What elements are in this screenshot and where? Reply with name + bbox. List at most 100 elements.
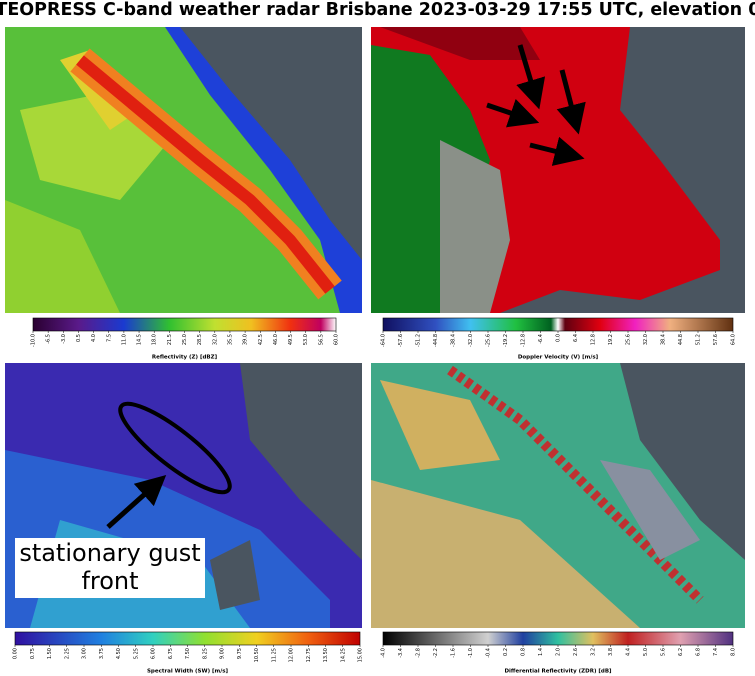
colorbar-tick-label: -2.2 <box>433 648 439 658</box>
colorbar-tick-label: 49.5 <box>288 334 294 345</box>
colorbar-tick-label: 2.25 <box>64 648 70 659</box>
colorbar-tick-label: -38.4 <box>451 334 457 347</box>
colorbar-tick-label: 8.25 <box>202 648 208 659</box>
colorbar-tick-label: 57.6 <box>713 334 719 345</box>
colorbar-tick-label: 6.8 <box>696 648 702 656</box>
colorbar-tick-label: -51.2 <box>416 334 422 347</box>
colorbar-tick-label: -32.0 <box>468 334 474 347</box>
colorbar-tick-label: 7.50 <box>185 648 191 659</box>
colorbar-tick-label: 9.00 <box>220 648 226 659</box>
colorbar-tick-label: 12.75 <box>306 648 312 662</box>
colorbar-tick-label: 8.0 <box>731 648 737 656</box>
colorbar-tick-label: 21.5 <box>167 334 173 345</box>
colorbar-tick-label: 9.75 <box>237 648 243 659</box>
colorbar-tick-label: 11.25 <box>271 648 277 662</box>
colorbar-label: Spectral Width (SW) [m/s] <box>147 669 229 675</box>
colorbar-tick-label: -25.6 <box>486 334 492 347</box>
colorbar-tick-label: -2.8 <box>416 648 422 658</box>
colorbar-tick-label: 4.50 <box>116 648 122 659</box>
colorbar-tick-label: 35.5 <box>227 334 233 345</box>
colorbar <box>32 317 337 332</box>
annotation-line: stationary gust <box>19 539 200 567</box>
colorbar-tick-label: 25.6 <box>626 334 632 345</box>
colorbar-tick-label: 6.00 <box>151 648 157 659</box>
colorbar <box>382 631 734 646</box>
colorbar-tick-label: -57.6 <box>398 334 404 347</box>
colorbar-tick-label: 1.50 <box>47 648 53 659</box>
colorbar-tick-label: 0.2 <box>503 648 509 656</box>
colorbar-tick-label: 42.5 <box>258 334 264 345</box>
colorbar-tick-label: 6.4 <box>573 334 579 342</box>
colorbar-tick-label: 3.2 <box>591 648 597 656</box>
colorbar-label: Reflectivity (Z) [dBZ] <box>152 355 218 361</box>
colorbar-tick-label: 11.0 <box>121 334 127 345</box>
colorbar-tick-label: -4.0 <box>381 648 387 658</box>
colorbar-tick-label: 3.00 <box>82 648 88 659</box>
colorbar-tick-label: 32.0 <box>643 334 649 345</box>
colorbar-tick-label: 28.5 <box>197 334 203 345</box>
spectral-width-map: stationary gust front <box>5 363 362 628</box>
colorbar-tick-label: -0.4 <box>486 648 492 658</box>
annotation-line: front <box>81 567 138 595</box>
colorbar-tick-label: 32.0 <box>212 334 218 345</box>
colorbar-tick-label: 2.6 <box>573 648 579 656</box>
colorbar-tick-label: 6.2 <box>678 648 684 656</box>
colorbar-tick-label: -44.8 <box>433 334 439 347</box>
colorbar-tick-label: 4.4 <box>626 648 632 656</box>
colorbar-tick-label: -6.5 <box>46 334 52 344</box>
colorbar-label: Doppler Velocity (V) [m/s] <box>518 355 599 361</box>
colorbar-tick-label: 19.2 <box>608 334 614 345</box>
colorbar-tick-label: 56.5 <box>318 334 324 345</box>
colorbar-tick-label: 0.75 <box>30 648 36 659</box>
colorbar-tick-label: 0.00 <box>13 648 19 659</box>
colorbar-tick-label: 1.4 <box>538 648 544 656</box>
colorbar-tick-label: 2.0 <box>556 648 562 656</box>
colorbar-tick-label: 4.0 <box>91 334 97 342</box>
colorbar-tick-label: 0.5 <box>76 334 82 342</box>
colorbar-tick-label: -12.8 <box>521 334 527 347</box>
colorbar-tick-label: 53.0 <box>303 334 309 345</box>
colorbar-tick-label: 6.75 <box>168 648 174 659</box>
colorbar-tick-label: 7.5 <box>106 334 112 342</box>
colorbar-tick-label: 0.8 <box>521 648 527 656</box>
colorbar-tick-label: -10.0 <box>31 334 37 347</box>
title: METEOPRESS C-band weather radar Brisbane… <box>0 0 755 20</box>
colorbar-tick-label: -1.0 <box>468 648 474 658</box>
colorbar-tick-label: -1.6 <box>451 648 457 658</box>
colorbar-tick-label: 3.8 <box>608 648 614 656</box>
colorbar-tick-label: 51.2 <box>696 334 702 345</box>
colorbar <box>14 631 361 646</box>
colorbar-tick-label: 14.25 <box>340 648 346 662</box>
colorbar-tick-label: -3.0 <box>61 334 67 344</box>
colorbar-tick-label: 60.0 <box>334 334 340 345</box>
colorbar <box>382 317 734 332</box>
colorbar-tick-label: 0.0 <box>556 334 562 342</box>
colorbar-tick-label: -3.4 <box>398 648 404 658</box>
colorbar-tick-label: -19.2 <box>503 334 509 347</box>
colorbar-tick-label: -64.0 <box>381 334 387 347</box>
colorbar-tick-label: 3.75 <box>99 648 105 659</box>
colorbar-tick-label: 7.4 <box>713 648 719 656</box>
colorbar-tick-label: 15.00 <box>358 648 364 662</box>
colorbar-tick-label: 5.25 <box>133 648 139 659</box>
colorbar-tick-label: -6.4 <box>538 334 544 344</box>
colorbar-tick-label: 10.50 <box>254 648 260 662</box>
reflectivity-map <box>5 27 362 313</box>
colorbar-tick-label: 5.6 <box>661 648 667 656</box>
colorbar-tick-label: 5.0 <box>643 648 649 656</box>
colorbar-tick-label: 39.0 <box>243 334 249 345</box>
colorbar-tick-label: 64.0 <box>731 334 737 345</box>
colorbar-label: Differential Reflectivity (ZDR) [dB] <box>504 669 612 675</box>
colorbar-tick-label: 25.0 <box>182 334 188 345</box>
colorbar-tick-label: 12.00 <box>289 648 295 662</box>
colorbar-tick-label: 14.5 <box>137 334 143 345</box>
colorbar-tick-label: 18.0 <box>152 334 158 345</box>
velocity-map <box>371 27 745 313</box>
colorbar-tick-label: 44.8 <box>678 334 684 345</box>
colorbar-tick-label: 12.8 <box>591 334 597 345</box>
colorbar-tick-label: 46.0 <box>273 334 279 345</box>
colorbar-tick-label: 13.50 <box>323 648 329 662</box>
zdr-map <box>371 363 745 628</box>
colorbar-tick-label: 38.4 <box>661 334 667 345</box>
